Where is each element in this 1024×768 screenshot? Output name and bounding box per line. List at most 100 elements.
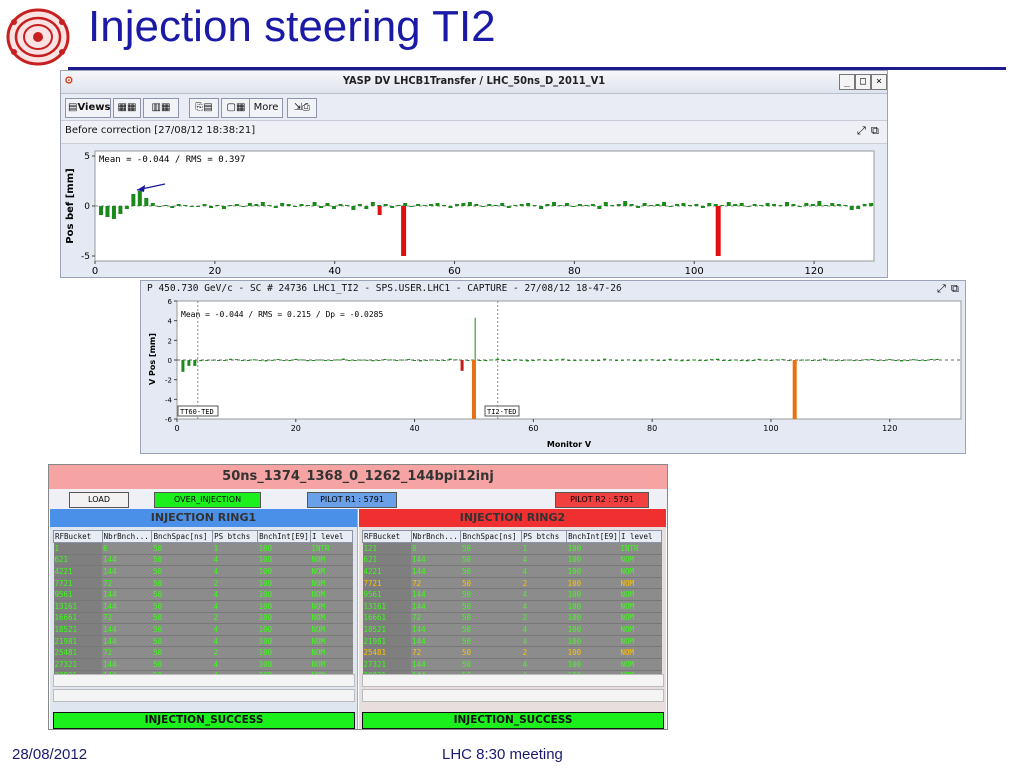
y-axis-label: V Pos [mm] bbox=[148, 333, 157, 385]
export-icon[interactable]: ⎘▤ bbox=[189, 98, 219, 118]
orbit-bar bbox=[377, 206, 382, 215]
orbit-bar bbox=[118, 206, 123, 214]
ring1-table-row[interactable]: 18521 144 50 4 100 NOM bbox=[53, 623, 353, 636]
ring2-table-row[interactable]: 621 144 50 4 100 NOM bbox=[362, 554, 662, 567]
ring1-table-row[interactable]: 1 6 50 1 100 INTR bbox=[53, 542, 353, 555]
ring1-table-row[interactable]: 621 144 50 4 100 NOM bbox=[53, 554, 353, 567]
ring2-col-header[interactable]: BnchSpac[ns] bbox=[460, 530, 523, 543]
ring1-table-row[interactable]: 27321 144 50 4 100 NOM bbox=[53, 658, 353, 671]
ring1-table-row[interactable]: 7721 72 50 2 100 NOM bbox=[53, 577, 353, 590]
ring2-col-header[interactable]: I level bbox=[618, 530, 663, 543]
ring1-empty-row[interactable] bbox=[53, 689, 355, 702]
ring1-col-header[interactable]: I level bbox=[309, 530, 354, 543]
ring2-table-row[interactable]: 18521 144 50 4 100 NOM bbox=[362, 623, 662, 636]
yasp-titlebar[interactable]: ⚙ YASP DV LHCB1Transfer / LHC_50ns_D_201… bbox=[61, 71, 887, 94]
maximize-button[interactable]: □ bbox=[855, 74, 871, 90]
panel-maximize-icon[interactable]: ⧉ bbox=[871, 124, 879, 137]
ring2-col-header[interactable]: PS btchs bbox=[521, 530, 568, 543]
missing-monitor-bar bbox=[401, 206, 407, 256]
orbit-bar bbox=[150, 203, 155, 206]
ring2-table-row[interactable]: 9561 144 50 4 100 NOM bbox=[362, 588, 662, 601]
orbit-bar bbox=[267, 205, 272, 206]
ring1-table-cell: NOM bbox=[310, 635, 353, 648]
ring1-col-header[interactable]: NbrBnch... bbox=[101, 530, 153, 543]
panel-maximize-icon[interactable]: ⧉ bbox=[951, 282, 959, 295]
minimize-button[interactable]: _ bbox=[839, 74, 855, 90]
orbit-bar bbox=[532, 205, 537, 206]
more-button[interactable]: More bbox=[249, 98, 283, 118]
ring1-col-header[interactable]: PS btchs bbox=[212, 530, 259, 543]
ring1-table-cell: NOM bbox=[310, 554, 353, 567]
orbit-bar bbox=[205, 359, 209, 361]
orbit-bar bbox=[549, 360, 553, 361]
ring1-table-cell: 4 bbox=[212, 600, 258, 613]
grid-view-icon[interactable]: ▦▦ bbox=[113, 98, 141, 118]
orbit-bar bbox=[733, 204, 738, 206]
orbit-bar bbox=[763, 359, 767, 361]
ring2-table-cell: 7721 bbox=[362, 577, 412, 590]
ring2-table-row[interactable]: 7721 72 50 2 100 NOM bbox=[362, 577, 662, 590]
y-tick-label: -6 bbox=[165, 416, 173, 424]
ring2-col-header[interactable]: RFBucket bbox=[362, 530, 412, 543]
panel-undock-icon[interactable]: ⤢ bbox=[937, 282, 946, 295]
x-axis-label: Monitor V bbox=[547, 440, 592, 449]
orbit-bar bbox=[629, 204, 634, 206]
print-icon[interactable]: ⇲⎙ bbox=[287, 98, 317, 118]
orbit-bar bbox=[131, 194, 136, 206]
table-view-icon[interactable]: ▢▦ bbox=[221, 98, 251, 118]
ring1-table-cell: 50 bbox=[151, 600, 213, 613]
orbit-bar bbox=[616, 204, 621, 206]
ring2-table-row[interactable]: 21981 144 50 4 100 NOM bbox=[362, 635, 662, 648]
ring2-col-header[interactable]: NbrBnch... bbox=[410, 530, 462, 543]
over-injection-indicator[interactable]: OVER_INJECTION bbox=[154, 492, 261, 508]
ring1-table-cell: NOM bbox=[310, 600, 353, 613]
ring2-table-row[interactable]: 121 6 50 1 100 INTR bbox=[362, 542, 662, 555]
orbit-bar bbox=[817, 201, 822, 206]
ring2-table-row[interactable]: 27321 144 50 4 100 NOM bbox=[362, 658, 662, 671]
ring1-col-header[interactable]: BnchSpac[ns] bbox=[151, 530, 214, 543]
ring1-table-cell: 21981 bbox=[53, 635, 103, 648]
ring2-table-row[interactable]: 16661 72 50 2 100 NOM bbox=[362, 612, 662, 625]
ring2-empty-row[interactable] bbox=[362, 689, 664, 702]
ring2-table-cell: 144 bbox=[411, 600, 461, 613]
ring2-table-cell: NOM bbox=[619, 588, 662, 601]
ring1-table-row[interactable]: 25481 72 50 2 100 NOM bbox=[53, 646, 353, 659]
panel-undock-icon[interactable]: ⤢ bbox=[857, 124, 866, 137]
ring1-table-row[interactable]: 13161 144 50 4 100 NOM bbox=[53, 600, 353, 613]
orbit-bar bbox=[836, 204, 841, 206]
orbit-bar bbox=[668, 206, 673, 207]
orbit-bar bbox=[252, 359, 256, 361]
orbit-bar bbox=[234, 204, 239, 206]
ring1-col-header[interactable]: RFBucket bbox=[53, 530, 103, 543]
columns-view-icon[interactable]: ▥▦ bbox=[143, 98, 179, 118]
ring2-col-header[interactable]: BnchInt[E9] bbox=[566, 530, 620, 543]
ring1-table-row[interactable]: 21981 144 50 4 100 NOM bbox=[53, 635, 353, 648]
ring2-empty-row[interactable] bbox=[362, 674, 664, 687]
close-button[interactable]: × bbox=[871, 74, 887, 90]
orbit-bar bbox=[810, 204, 815, 206]
orbit-bar bbox=[626, 359, 630, 361]
ring2-table-cell: 100 bbox=[566, 635, 620, 648]
orbit-bar bbox=[787, 360, 791, 361]
ring2-table-cell: 50 bbox=[460, 542, 522, 555]
ring1-empty-row[interactable] bbox=[53, 674, 355, 687]
views-button[interactable]: ▤Views bbox=[65, 98, 111, 118]
orbit-bar bbox=[176, 204, 181, 206]
orbit-bar bbox=[181, 360, 185, 372]
ring2-table-row[interactable]: 13161 144 50 4 100 NOM bbox=[362, 600, 662, 613]
ring1-table-row[interactable]: 16661 72 50 2 100 NOM bbox=[53, 612, 353, 625]
orbit-bar bbox=[900, 360, 904, 362]
orbit-bar bbox=[746, 206, 751, 207]
ring1-table-row[interactable]: 9561 144 50 4 100 NOM bbox=[53, 588, 353, 601]
load-button[interactable]: LOAD bbox=[69, 492, 129, 508]
orbit-bar bbox=[441, 205, 446, 206]
orbit-bar bbox=[228, 205, 233, 206]
ring1-table-row[interactable]: 4221 144 50 4 100 NOM bbox=[53, 565, 353, 578]
ring2-table-row[interactable]: 25481 72 50 2 100 NOM bbox=[362, 646, 662, 659]
tt60-ted-label-box bbox=[177, 405, 219, 417]
ring1-col-header[interactable]: BnchInt[E9] bbox=[257, 530, 311, 543]
orbit-bar bbox=[862, 204, 867, 206]
ring2-panel: INJECTION RING2 RFBucket NbrBnch... BnchSp… bbox=[359, 509, 666, 729]
ring2-table-row[interactable]: 4221 144 50 4 100 NOM bbox=[362, 565, 662, 578]
orbit-bar bbox=[720, 205, 725, 206]
